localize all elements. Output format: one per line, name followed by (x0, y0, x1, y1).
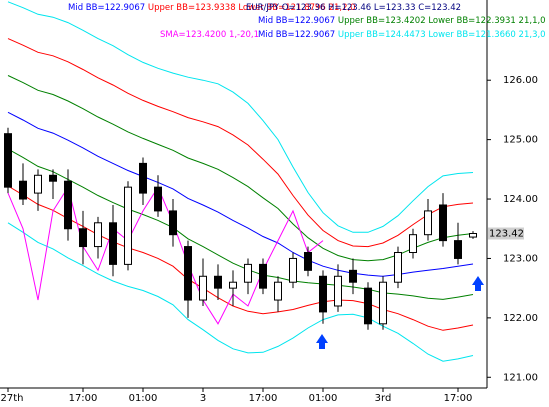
y-tick-label: 121.00 (503, 372, 538, 383)
legend-row: EUR/JPY O=123.36 H=123.46 L=123.33 C=123… (246, 3, 461, 13)
candle-body (169, 210, 177, 236)
candle-body (274, 281, 282, 301)
indicator-line (7, 148, 474, 300)
candle-body (4, 133, 12, 188)
legend-text: Lower BB=121.3660 (428, 30, 516, 40)
candle-body (469, 232, 477, 238)
candle-body (19, 180, 27, 200)
legend-text: Mid BB=122.9067 (258, 30, 335, 40)
candle-body (334, 275, 342, 307)
legend-text: 21,3,0 (519, 30, 546, 40)
indicator-line (7, 38, 474, 248)
buy-arrow (472, 276, 484, 291)
candle-body (379, 281, 387, 325)
x-tick-label: 01:00 (309, 393, 338, 404)
legend-text: Upper BB=124.4473 (338, 30, 426, 40)
legend-text: Lower BB=122.3931 (428, 16, 516, 26)
legend-row: Mid BB=122.9067 Upper BB=123.9338 Lower … (68, 3, 356, 13)
candle-body (259, 263, 267, 289)
candle-body (64, 180, 72, 230)
y-tick-label: 125.00 (503, 135, 538, 146)
y-tick-label: 126.00 (503, 75, 538, 86)
candle-body (304, 252, 312, 271)
candle-body (139, 162, 147, 194)
candle-body (409, 234, 417, 254)
price-label: 123.42 (489, 228, 524, 239)
candle-body (34, 174, 42, 194)
y-tick-label: 122.00 (503, 313, 538, 324)
price-box (488, 227, 524, 240)
indicator-line (7, 222, 474, 362)
legend-text: 1,-20,1 (229, 30, 259, 40)
legend-text: Upper BB=123.4202 (338, 16, 426, 26)
candle-body (214, 275, 222, 289)
x-tick-label: 17:00 (249, 393, 278, 404)
legend-text: 21,2,0 (329, 3, 356, 13)
candle-body (124, 186, 132, 265)
x-tick-label: 3rd (375, 393, 392, 404)
buy-arrow (316, 334, 328, 349)
legend-text: Mid BB=122.9067 (258, 16, 335, 26)
candle-body (454, 240, 462, 259)
candle-body (364, 287, 372, 325)
candle-body (244, 263, 252, 283)
y-tick-label: 124.00 (503, 194, 538, 205)
candle-body (229, 281, 237, 289)
x-tick-label: 17:00 (69, 393, 98, 404)
candle-body (49, 174, 57, 182)
y-tick-label: 123.00 (503, 253, 538, 264)
candle-body (79, 228, 87, 248)
legend-text: Lower BB=121.8796 (238, 3, 326, 13)
legend-row: Mid BB=122.9067 Upper BB=124.4473 Lower … (258, 30, 546, 40)
indicator-line (7, 185, 324, 325)
candle-body (184, 246, 192, 301)
legend-row: Mid BB=122.9067 Upper BB=123.4202 Lower … (258, 16, 546, 26)
candle-body (439, 204, 447, 242)
x-tick-label: 17:00 (444, 393, 473, 404)
candle-body (199, 275, 207, 301)
candle-body (109, 222, 117, 265)
legend-text: 21,1,0 (519, 16, 546, 26)
candle-body (289, 257, 297, 283)
candle-body (154, 186, 162, 212)
candle-body (94, 222, 102, 248)
candle-body (319, 275, 327, 313)
legend-row: SMA=123.4200 1,-20,1 (160, 30, 259, 40)
legend-text: EUR/JPY O=123.36 H=123.46 L=123.33 C=123… (246, 3, 461, 13)
legend-text: Mid BB=122.9067 (68, 3, 145, 13)
x-tick-label: 01:00 (129, 393, 158, 404)
x-tick-label: 27th (1, 393, 24, 404)
candle-body (394, 252, 402, 283)
legend-text: Upper BB=123.9338 (148, 3, 236, 13)
candle-body (349, 269, 357, 283)
x-tick-label: 3 (200, 393, 206, 404)
legend-text: SMA=123.4200 (160, 30, 226, 40)
indicator-line (7, 1, 474, 233)
indicator-line (7, 185, 474, 331)
candle-body (424, 210, 432, 236)
